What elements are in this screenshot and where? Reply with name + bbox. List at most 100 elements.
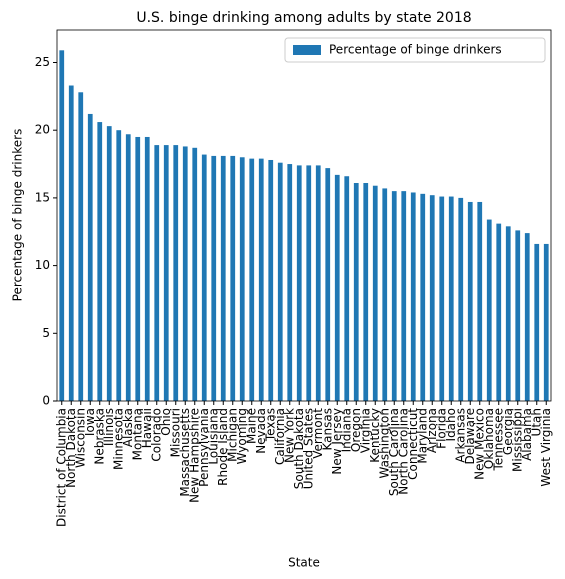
bar — [306, 165, 312, 401]
x-tick-label: Massachusetts — [178, 408, 192, 497]
x-tick-label: Delaware — [463, 408, 477, 465]
x-tick-label: New Jersey — [330, 408, 344, 475]
bar — [429, 195, 435, 401]
x-tick-label: New York — [282, 408, 296, 463]
bar — [68, 85, 74, 402]
x-tick-label: Illinois — [102, 408, 116, 446]
bar — [477, 201, 483, 401]
legend-swatch — [293, 45, 321, 55]
x-tick-label: Missouri — [168, 408, 182, 457]
x-tick-label: Nevada — [254, 408, 268, 454]
x-tick-label: Mississippi — [510, 408, 524, 472]
bar — [220, 155, 226, 401]
bar — [87, 113, 93, 401]
bar — [97, 122, 103, 401]
bar — [315, 165, 321, 401]
bar — [524, 233, 530, 401]
y-tick-label: 5 — [42, 326, 50, 340]
chart-title: U.S. binge drinking among adults by stat… — [136, 10, 471, 26]
x-tick-label: Vermont — [311, 408, 325, 459]
x-tick-label: Michigan — [225, 408, 239, 462]
bar — [277, 162, 283, 401]
bar — [458, 197, 464, 401]
bar — [163, 145, 169, 401]
x-tick-label: Virginia — [358, 408, 372, 453]
bar — [258, 158, 264, 401]
x-tick-label: California — [273, 408, 287, 465]
bar — [230, 155, 236, 401]
bar — [144, 136, 150, 401]
x-tick-label: New Hampshire — [187, 408, 201, 503]
bar — [59, 50, 65, 402]
legend-label: Percentage of binge drinkers — [329, 43, 502, 57]
bar — [382, 188, 388, 401]
x-tick-label: Nebraska — [92, 408, 106, 465]
x-tick-label: Oklahoma — [482, 408, 496, 469]
x-tick-label: Pennsylvania — [197, 408, 211, 487]
bar — [296, 165, 302, 401]
bar — [486, 219, 492, 401]
x-tick-label: Maryland — [415, 408, 429, 464]
x-tick-label: North Dakota — [64, 408, 78, 488]
x-tick-label: South Dakota — [292, 408, 306, 489]
y-tick-label: 15 — [35, 190, 50, 204]
x-tick-label: Tennessee — [491, 408, 505, 472]
bar — [496, 223, 502, 401]
x-tick-label: Idaho — [444, 408, 458, 441]
plot-frame — [56, 29, 552, 402]
x-tick-label: North Carolina — [396, 408, 410, 495]
bar — [372, 185, 378, 401]
bar — [543, 243, 549, 401]
bar — [201, 154, 207, 401]
bar — [363, 183, 369, 401]
x-tick-label: Texas — [263, 408, 277, 442]
bar — [439, 196, 445, 401]
x-tick-label: Louisiana — [206, 408, 220, 465]
x-axis-label: State — [288, 556, 320, 570]
bar — [268, 159, 274, 401]
x-tick-label: South Carolina — [387, 408, 401, 496]
x-tick-label: Wyoming — [235, 408, 249, 464]
bar — [154, 145, 160, 401]
x-tick-label: Washington — [377, 408, 391, 479]
x-tick-label: Connecticut — [406, 408, 420, 480]
x-tick-label: Georgia — [501, 408, 515, 455]
bar — [125, 134, 131, 401]
y-tick-label: 20 — [35, 123, 50, 137]
bar — [420, 193, 426, 401]
bar — [78, 92, 84, 401]
x-tick-label: Rhode Island — [216, 408, 230, 486]
x-tick-label: United States — [301, 408, 315, 489]
x-tick-label: New Mexico — [472, 408, 486, 480]
bar — [325, 168, 331, 401]
bar — [448, 196, 454, 401]
bar — [211, 155, 217, 401]
bar — [401, 191, 407, 401]
y-tick-label: 0 — [42, 394, 50, 408]
bar — [410, 192, 416, 401]
y-tick-label: 25 — [35, 55, 50, 69]
bar — [135, 136, 141, 401]
bar — [106, 126, 112, 401]
y-axis-label: Percentage of binge drinkers — [11, 129, 25, 302]
bar — [353, 183, 359, 401]
x-tick-label: Utah — [529, 408, 543, 436]
x-tick-label: Iowa — [83, 408, 97, 436]
bar — [249, 158, 255, 401]
x-tick-label: Maine — [244, 408, 258, 444]
x-tick-label: Alabama — [520, 408, 534, 461]
x-tick-label: West Virginia — [539, 408, 553, 487]
x-tick-label: Arkansas — [453, 408, 467, 463]
bar — [505, 226, 511, 401]
x-tick-label: Minnesota — [111, 408, 125, 470]
bar — [534, 243, 540, 401]
bar — [467, 201, 473, 401]
legend-box — [284, 37, 546, 63]
x-tick-label: Indiana — [339, 408, 353, 452]
x-tick-label: Arizona — [425, 408, 439, 453]
bar — [116, 130, 122, 401]
bar — [239, 157, 245, 401]
bar — [334, 174, 340, 401]
x-tick-label: Kentucky — [368, 408, 382, 463]
